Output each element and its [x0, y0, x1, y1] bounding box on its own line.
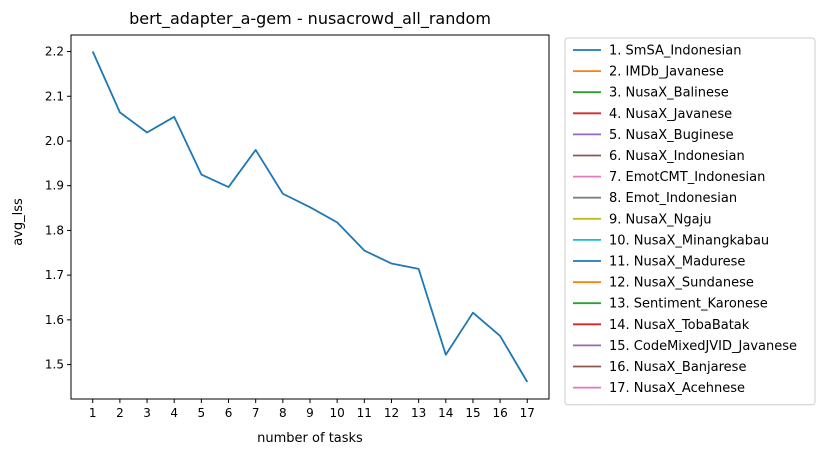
y-tick-label: 1.6: [45, 313, 64, 327]
y-tick-label: 2.2: [45, 45, 64, 59]
legend-item-label: 3. NusaX_Balinese: [609, 86, 729, 101]
legend-item-label: 11. NusaX_Madurese: [609, 255, 745, 270]
legend-item-label: 8. Emot_Indonesian: [609, 191, 737, 206]
legend-item-label: 7. EmotCMT_Indonesian: [609, 170, 765, 185]
legend-item-label: 6. NusaX_Indonesian: [609, 149, 745, 164]
x-tick-label: 10: [330, 406, 345, 420]
x-tick-label: 11: [357, 406, 372, 420]
x-tick-label: 14: [438, 406, 453, 420]
legend-item-label: 12. NusaX_Sundanese: [609, 276, 754, 291]
x-tick-label: 9: [306, 406, 314, 420]
legend-item-label: 4. NusaX_Javanese: [609, 107, 732, 122]
chart-title: bert_adapter_a-gem - nusacrowd_all_rando…: [129, 9, 491, 29]
y-tick-label: 1.5: [45, 358, 64, 372]
x-tick-label: 2: [116, 406, 124, 420]
legend-item-label: 13. Sentiment_Karonese: [609, 297, 768, 312]
y-tick-label: 2.1: [45, 89, 64, 103]
series-line-1: [91, 51, 529, 383]
x-tick-label: 13: [411, 406, 426, 420]
x-tick-label: 15: [465, 406, 480, 420]
x-tick-label: 3: [143, 406, 151, 420]
x-tick-label: 12: [384, 406, 399, 420]
plot-frame: [70, 34, 550, 400]
legend-item-label: 1. SmSA_Indonesian: [609, 44, 741, 59]
x-tick-label: 8: [279, 406, 287, 420]
x-tick-label: 16: [492, 406, 507, 420]
x-tick-label: 7: [252, 406, 260, 420]
legend-item-label: 2. IMDb_Javanese: [609, 65, 724, 80]
y-tick-label: 1.7: [45, 268, 64, 282]
x-tick-label: 17: [520, 406, 535, 420]
legend-item-label: 14. NusaX_TobaBatak: [609, 318, 750, 333]
x-axis-label: number of tasks: [257, 431, 363, 446]
legend-item-label: 9. NusaX_Ngaju: [609, 212, 711, 227]
legend-item-label: 17. NusaX_Acehnese: [609, 381, 745, 396]
legend-box: [564, 37, 816, 406]
x-tick-label: 1: [89, 406, 97, 420]
y-tick-label: 1.9: [45, 179, 64, 193]
legend-item-label: 15. CodeMixedJVID_Javanese: [609, 339, 797, 354]
legend-item-label: 16. NusaX_Banjarese: [609, 360, 746, 375]
x-tick-label: 4: [170, 406, 178, 420]
legend-item-label: 10. NusaX_Minangkabau: [609, 233, 769, 248]
legend-item-label: 5. NusaX_Buginese: [609, 128, 734, 143]
x-tick-label: 5: [198, 406, 206, 420]
y-tick-label: 2.0: [45, 134, 64, 148]
x-tick-label: 6: [225, 406, 233, 420]
legend: 1. SmSA_Indonesian 2. IMDb_Javanese 3. Nus…: [564, 37, 816, 406]
plot-area: 1 2 3 4 5 6 7 8 9 10 11 12 13 14 15 16 171.51.61.71.81.9…: [45, 34, 550, 420]
y-axis-label: avg_lss: [11, 198, 26, 246]
y-tick-label: 1.8: [45, 223, 64, 237]
